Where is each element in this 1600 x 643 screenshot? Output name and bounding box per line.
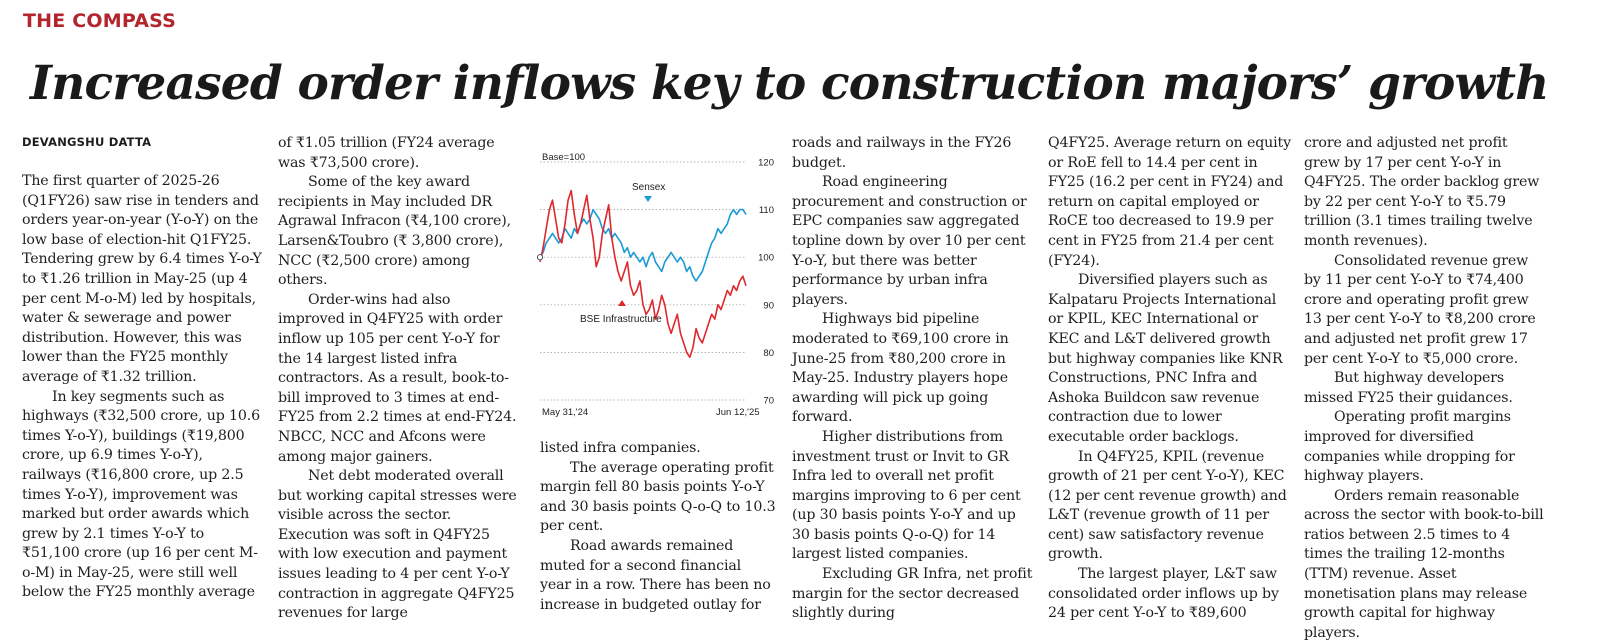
y-tick-label: 100 (758, 253, 774, 264)
y-tick-label: 120 (758, 158, 774, 169)
paragraph: Excluding GR Infra, net profit margin fo… (792, 566, 1033, 622)
paragraph: listed infra companies. (540, 440, 701, 456)
article-column-4: roads and railways in the FY26 budget. R… (792, 134, 1035, 624)
paragraph: roads and railways in the FY26 budget. (792, 135, 1012, 171)
article-column-2: of ₹1.05 trillion (FY24 average was ₹73,… (278, 134, 521, 624)
paragraph: of ₹1.05 trillion (FY24 average was ₹73,… (278, 135, 495, 171)
bse-marker-icon (618, 300, 626, 306)
paragraph: Road awards remained muted for a second … (540, 537, 771, 613)
paragraph: The largest player, L&T saw consolidated… (1048, 566, 1279, 622)
x-end-label: Jun 12,'25 (716, 407, 760, 418)
sensex-line (539, 208, 747, 282)
y-tick-label: 80 (763, 348, 774, 359)
legend-sensex: Sensex (632, 182, 665, 193)
paragraph: In key segments such as highways (₹32,50… (22, 388, 261, 601)
paragraph: crore and adjusted net profit grew by 17… (1304, 135, 1540, 249)
paragraph: Higher distributions from investment tru… (792, 428, 1021, 563)
paragraph: Some of the key award recipients in May … (278, 174, 511, 289)
y-tick-label: 90 (763, 300, 774, 311)
y-tick-label: 70 (763, 396, 774, 407)
article-column-1: DEVANGSHU DATTA The first quarter of 202… (22, 134, 265, 603)
paragraph: Orders remain reasonable across the sect… (1304, 487, 1544, 641)
x-start-label: May 31,'24 (542, 407, 588, 418)
paragraph: Net debt moderated overall but working c… (278, 468, 517, 622)
chart-canvas: Base=100 120 110 100 90 80 70 Sensex BSE Infr… (536, 152, 774, 418)
y-tick-label: 110 (759, 205, 774, 216)
article-column-5: Q4FY25. Average return on equity or RoE … (1048, 134, 1291, 624)
article-column-3: listed infra companies. The average oper… (540, 439, 776, 615)
index-line-chart: Base=100 120 110 100 90 80 70 Sensex BSE Infr… (534, 142, 780, 426)
paragraph: Road engineering procurement and constru… (792, 174, 1027, 308)
paragraph: Order-wins had also improved in Q4FY25 w… (278, 291, 517, 465)
paragraph: Consolidated revenue grew by 11 per cent… (1304, 252, 1536, 367)
base-point-marker (536, 254, 544, 261)
article-column-6: crore and adjusted net profit grew by 17… (1304, 134, 1547, 643)
paragraph: In Q4FY25, KPIL (revenue growth of 21 pe… (1048, 448, 1287, 563)
paragraph: Operating profit margins improved for di… (1304, 409, 1515, 485)
paragraph: The average operating profit margin fell… (540, 459, 776, 535)
headline: Increased order inflows key to construct… (30, 56, 1549, 111)
paragraph: The first quarter of 2025-26 (Q1FY26) sa… (22, 173, 262, 385)
paragraph: Q4FY25. Average return on equity or RoE … (1048, 135, 1291, 269)
section-kicker: THE COMPASS (23, 10, 177, 32)
paragraph: Highways bid pipeline moderated to ₹69,1… (792, 311, 1009, 426)
legend-bse-infrastructure: BSE Infrastructure (580, 314, 662, 325)
paragraph: Diversified players such as Kalpataru Pr… (1048, 272, 1283, 445)
bse-infrastructure-line (539, 189, 747, 358)
byline: DEVANGSHU DATTA (22, 135, 152, 149)
paragraph: But highway developers missed FY25 their… (1304, 370, 1513, 406)
chart-base-label: Base=100 (542, 152, 585, 163)
sensex-marker-icon (644, 196, 652, 202)
